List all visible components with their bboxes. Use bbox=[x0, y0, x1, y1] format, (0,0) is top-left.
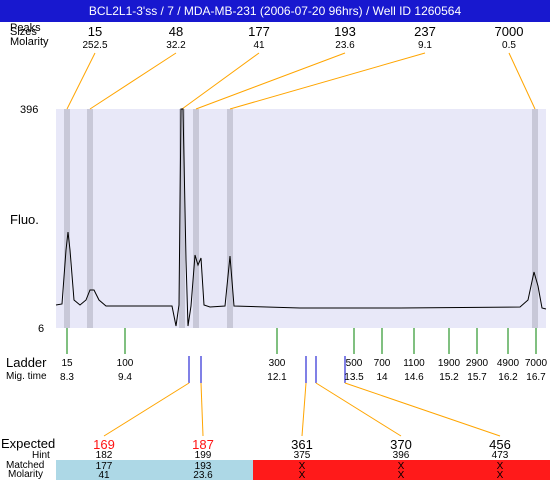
matched-molarity: X bbox=[298, 470, 306, 481]
hint-size: 199 bbox=[194, 450, 212, 461]
ladder-size: 7000 bbox=[524, 358, 548, 369]
molarity-bottom-label: Molarity bbox=[8, 469, 44, 480]
matched-molarity: X bbox=[397, 470, 405, 481]
expected-connector bbox=[103, 382, 190, 437]
peak-molarity: 9.1 bbox=[418, 40, 432, 51]
expected-size: 187 bbox=[192, 437, 214, 452]
peak-molarity: 23.6 bbox=[335, 40, 355, 51]
ladder-time: 8.3 bbox=[60, 372, 74, 383]
ladder-size: 4900 bbox=[496, 358, 520, 369]
peak-molarity: 0.5 bbox=[502, 40, 516, 51]
expected-label: Expected bbox=[1, 436, 56, 451]
fluo-label: Fluo. bbox=[10, 212, 39, 227]
ladder-time: 12.1 bbox=[267, 372, 287, 383]
ladder-time: 15.7 bbox=[467, 372, 487, 383]
peak-connector bbox=[508, 52, 536, 110]
peak-connector bbox=[181, 52, 260, 110]
matched-size: 177 bbox=[95, 461, 113, 472]
expected-connector bbox=[344, 382, 501, 437]
hint-label: Hint bbox=[32, 450, 50, 461]
molarity-label: Molarity bbox=[10, 36, 49, 48]
peak-band bbox=[193, 109, 199, 328]
hint-size: 375 bbox=[293, 450, 311, 461]
ladder-time: 9.4 bbox=[118, 372, 132, 383]
peak-band bbox=[227, 109, 233, 328]
peak-band bbox=[179, 109, 185, 328]
ladder-size: 700 bbox=[373, 358, 391, 369]
expected-connector bbox=[315, 382, 402, 437]
expected-size: 361 bbox=[291, 437, 313, 452]
hint-size: 182 bbox=[95, 450, 113, 461]
ladder-size: 2900 bbox=[465, 358, 489, 369]
peak-connector bbox=[229, 52, 426, 110]
expected-size: 370 bbox=[390, 437, 412, 452]
window-title: BCL2L1-3'ss / 7 / MDA-MB-231 (2006-07-20… bbox=[88, 4, 462, 18]
title-bar: BCL2L1-3'ss / 7 / MDA-MB-231 (2006-07-20… bbox=[0, 0, 550, 22]
ladder-size: 1100 bbox=[403, 358, 425, 369]
peak-band bbox=[64, 109, 70, 328]
fluorescence-trace bbox=[55, 108, 547, 327]
ladder-label: Ladder bbox=[6, 355, 47, 370]
expected-connector bbox=[200, 382, 204, 437]
y-max-label: 396 bbox=[20, 104, 39, 116]
ladder-size: 15 bbox=[61, 358, 73, 369]
matched-label: Matched bbox=[6, 460, 45, 471]
matched-molarity: 41 bbox=[98, 470, 110, 481]
matched-size: X bbox=[397, 461, 405, 472]
peak-size: 15 bbox=[87, 24, 103, 39]
expected-connector bbox=[301, 382, 307, 437]
hint-size: 473 bbox=[491, 450, 509, 461]
peak-connector bbox=[89, 52, 177, 110]
sizes-label: Sizes bbox=[10, 26, 37, 38]
peak-size: 7000 bbox=[494, 24, 524, 39]
expected-size: 169 bbox=[93, 437, 115, 452]
ladder-size: 300 bbox=[268, 358, 286, 369]
ladder-time: 16.7 bbox=[526, 372, 546, 383]
peak-molarity: 252.5 bbox=[82, 40, 108, 51]
ladder-time: 15.2 bbox=[439, 372, 459, 383]
mig-time-label: Mig. time bbox=[6, 371, 47, 382]
matched-molarity: 23.6 bbox=[193, 470, 213, 481]
peak-molarity: 32.2 bbox=[166, 40, 186, 51]
ladder-time: 14.6 bbox=[404, 372, 424, 383]
ladder-size: 500 bbox=[345, 358, 363, 369]
ladder-time: 16.2 bbox=[498, 372, 518, 383]
peaks-label: Peaks bbox=[10, 22, 41, 34]
peak-size: 48 bbox=[168, 24, 184, 39]
ladder-time: 14 bbox=[376, 372, 388, 383]
y-min-label: 6 bbox=[38, 323, 45, 335]
peak-band bbox=[87, 109, 93, 328]
hint-size: 396 bbox=[392, 450, 410, 461]
matched-row-background bbox=[56, 460, 253, 480]
missing-row-background bbox=[253, 460, 550, 480]
matched-size: X bbox=[496, 461, 504, 472]
matched-size: 193 bbox=[194, 461, 212, 472]
peak-size: 193 bbox=[334, 24, 356, 39]
electropherogram-plot bbox=[56, 109, 546, 328]
peak-connector bbox=[195, 52, 346, 110]
peak-connector bbox=[66, 52, 96, 110]
peak-size: 177 bbox=[248, 24, 270, 39]
peak-band bbox=[532, 109, 538, 328]
expected-size: 456 bbox=[489, 437, 511, 452]
matched-molarity: X bbox=[496, 470, 504, 481]
ladder-time: 13.5 bbox=[344, 372, 364, 383]
ladder-size: 100 bbox=[116, 358, 134, 369]
matched-size: X bbox=[298, 461, 306, 472]
peak-molarity: 41 bbox=[253, 40, 265, 51]
ladder-size: 1900 bbox=[437, 358, 461, 369]
peak-size: 237 bbox=[414, 24, 436, 39]
